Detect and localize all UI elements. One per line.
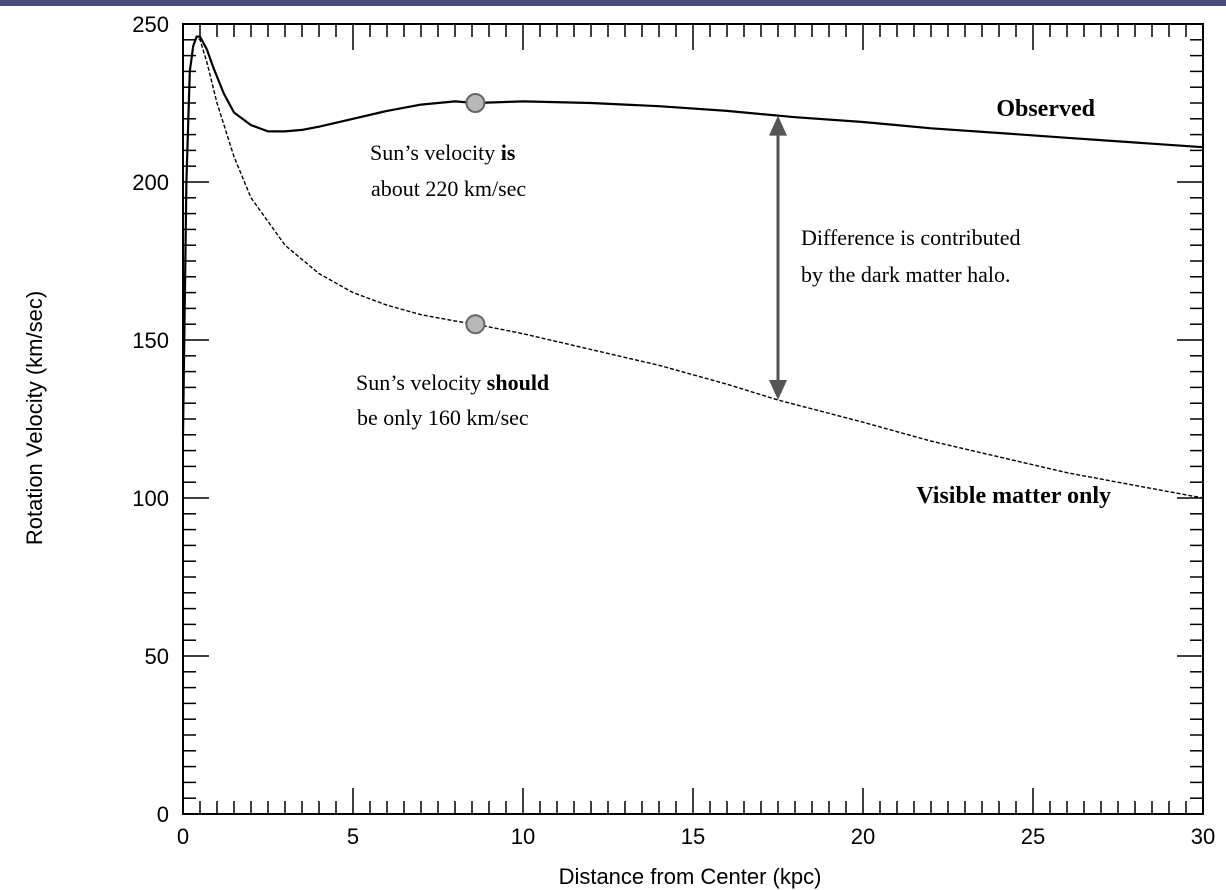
observed-line bbox=[181, 35, 1204, 435]
plot-border bbox=[182, 23, 1204, 815]
x-tick-label: 0 bbox=[177, 824, 189, 849]
difference-arrow bbox=[769, 115, 787, 401]
y-tick-label: 250 bbox=[132, 12, 169, 37]
top-border bbox=[0, 0, 1226, 6]
sun-should-text: Sun’s velocity bbox=[356, 370, 487, 395]
sun-velocity-should-note: Sun’s velocity should bbox=[356, 370, 549, 395]
sun-is-bold: is bbox=[501, 140, 516, 165]
plot-frame bbox=[182, 23, 1204, 815]
visible-matter-only-line bbox=[182, 35, 1204, 499]
axis-ticks bbox=[182, 23, 1204, 815]
sun-is-text: Sun’s velocity bbox=[370, 140, 501, 165]
x-tick-label: 30 bbox=[1191, 824, 1215, 849]
sun-velocity-is-note: Sun’s velocity is bbox=[370, 140, 516, 165]
difference-note-line1: Difference is contributed bbox=[801, 225, 1021, 250]
x-tick-label: 10 bbox=[511, 824, 535, 849]
arrow-head-up bbox=[769, 115, 787, 136]
sun-marker bbox=[465, 314, 486, 335]
visible-series-label: Visible matter only bbox=[916, 483, 1111, 509]
sun-marker bbox=[465, 93, 486, 113]
y-tick-label: 100 bbox=[132, 486, 169, 511]
y-tick-label: 50 bbox=[145, 644, 169, 669]
arrow-head-down bbox=[769, 380, 787, 401]
sun-markers bbox=[465, 93, 486, 335]
sun-velocity-should-line2: be only 160 km/sec bbox=[357, 405, 529, 430]
y-tick-label: 150 bbox=[132, 328, 169, 353]
y-tick-label: 0 bbox=[157, 802, 169, 827]
x-axis-title: Distance from Center (kpc) bbox=[559, 864, 822, 889]
difference-note-line2: by the dark matter halo. bbox=[801, 262, 1011, 287]
sun-should-bold: should bbox=[487, 370, 549, 395]
y-tick-label: 200 bbox=[132, 170, 169, 195]
y-axis-title: Rotation Velocity (km/sec) bbox=[22, 291, 47, 545]
y-tick-labels: 0 50 100 150 200 250 bbox=[132, 12, 169, 827]
x-tick-label: 20 bbox=[851, 824, 875, 849]
x-tick-label: 15 bbox=[681, 824, 705, 849]
x-tick-label: 25 bbox=[1021, 824, 1045, 849]
observed-series-label: Observed bbox=[996, 96, 1095, 122]
series-lines bbox=[181, 35, 1204, 499]
x-tick-labels: 0 5 10 15 20 25 30 bbox=[177, 824, 1215, 849]
x-tick-label: 5 bbox=[347, 824, 359, 849]
sun-velocity-is-line2: about 220 km/sec bbox=[371, 176, 526, 201]
